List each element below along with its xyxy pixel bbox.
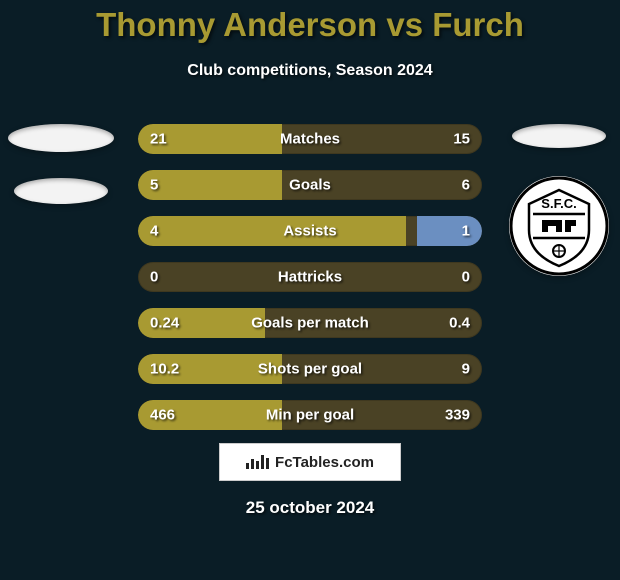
player-placeholder-ellipse (14, 178, 108, 204)
stat-label: Matches (280, 131, 340, 148)
stat-value-left: 0.24 (150, 315, 179, 332)
stat-label: Hattricks (278, 269, 342, 286)
stat-value-left: 5 (150, 177, 158, 194)
footer-date: 25 october 2024 (0, 498, 620, 518)
brand-logo: FcTables.com (220, 444, 400, 480)
stat-row: 0 Hattricks 0 (138, 262, 482, 292)
comparison-infographic: Thonny Anderson vs Furch Club competitio… (0, 0, 620, 580)
stat-label: Goals per match (251, 315, 369, 332)
stat-label: Shots per goal (258, 361, 362, 378)
player2-avatar-slot: S.F.C. (506, 120, 612, 280)
brand-icon (246, 455, 269, 469)
stat-bar-left (138, 170, 282, 200)
stat-row: 21 Matches 15 (138, 124, 482, 154)
stat-value-left: 466 (150, 407, 175, 424)
player1-avatar-slot (8, 120, 114, 280)
stat-value-right: 1 (462, 223, 470, 240)
stat-bar-right (417, 216, 482, 246)
stat-value-left: 21 (150, 131, 167, 148)
stat-label: Assists (283, 223, 336, 240)
stat-value-left: 0 (150, 269, 158, 286)
subtitle: Club competitions, Season 2024 (0, 62, 620, 80)
stat-value-right: 15 (453, 131, 470, 148)
stat-label: Min per goal (266, 407, 354, 424)
stat-value-right: 339 (445, 407, 470, 424)
stat-value-left: 4 (150, 223, 158, 240)
santos-shield-icon: S.F.C. (509, 176, 609, 276)
stat-label: Goals (289, 177, 331, 194)
stat-value-right: 9 (462, 361, 470, 378)
player-placeholder-ellipse (512, 124, 606, 148)
stat-row: 466 Min per goal 339 (138, 400, 482, 430)
stat-value-right: 6 (462, 177, 470, 194)
player-placeholder-ellipse (8, 124, 114, 152)
stats-table: 21 Matches 15 5 Goals 6 4 Assists 1 0 Hattricks 0 0.… (138, 124, 482, 446)
stat-value-right: 0 (462, 269, 470, 286)
stat-value-left: 10.2 (150, 361, 179, 378)
stat-row: 5 Goals 6 (138, 170, 482, 200)
stat-row: 10.2 Shots per goal 9 (138, 354, 482, 384)
stat-row: 0.24 Goals per match 0.4 (138, 308, 482, 338)
club-logo-santos: S.F.C. (509, 176, 609, 276)
stat-bar-left (138, 216, 406, 246)
stat-row: 4 Assists 1 (138, 216, 482, 246)
stat-value-right: 0.4 (449, 315, 470, 332)
svg-text:S.F.C.: S.F.C. (541, 196, 576, 211)
page-title: Thonny Anderson vs Furch (0, 6, 620, 44)
brand-text: FcTables.com (275, 454, 374, 471)
